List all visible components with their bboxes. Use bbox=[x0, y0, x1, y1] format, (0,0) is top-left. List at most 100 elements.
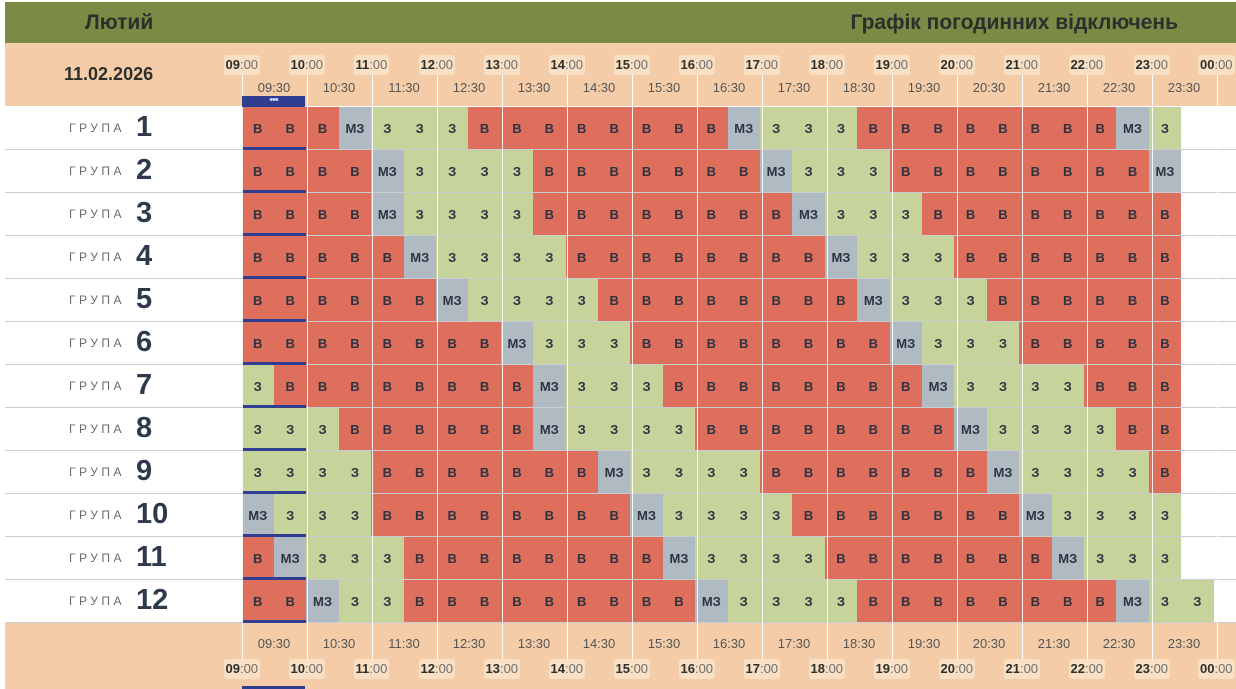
hour-label: 11:00 bbox=[353, 659, 390, 679]
schedule-cell: В bbox=[500, 451, 534, 493]
hour-gridline bbox=[826, 580, 828, 623]
hour-gridline bbox=[761, 279, 763, 322]
schedule-cell: МЗ bbox=[759, 150, 793, 192]
schedule-cell: В bbox=[533, 537, 566, 579]
hour-tick bbox=[1151, 623, 1153, 659]
schedule-cell: З bbox=[792, 537, 825, 579]
hour-gridline bbox=[956, 451, 958, 494]
group-word: ГРУПА bbox=[69, 551, 125, 565]
hour-gridline bbox=[501, 107, 503, 150]
schedule-cell: В bbox=[889, 107, 922, 149]
schedule-cell: В bbox=[1083, 580, 1117, 622]
schedule-cell: В bbox=[1083, 193, 1117, 235]
schedule-cell: З bbox=[986, 322, 1020, 364]
schedule-cell: В bbox=[597, 279, 631, 321]
hour-tick bbox=[631, 623, 633, 659]
hour-tick bbox=[1086, 623, 1088, 659]
hour-gridline bbox=[1086, 322, 1088, 365]
hour-gridline bbox=[241, 580, 243, 623]
schedule-cell: В bbox=[857, 537, 890, 579]
month-title: Лютий bbox=[85, 11, 154, 34]
hour-value: 16 bbox=[680, 661, 695, 676]
schedule-date: 11.02.2026 bbox=[64, 64, 154, 84]
hour-value: 15 bbox=[615, 57, 630, 72]
schedule-cell: В bbox=[727, 150, 760, 192]
schedule-cell: З bbox=[468, 193, 501, 235]
schedule-cell: В bbox=[857, 451, 890, 493]
schedule-cell: В bbox=[630, 150, 663, 192]
hour-label: 14:00 bbox=[548, 659, 586, 679]
hour-tick bbox=[241, 72, 243, 106]
schedule-cell: В bbox=[1148, 279, 1182, 321]
schedule-cell: В bbox=[435, 580, 469, 622]
schedule-cell: В bbox=[597, 580, 631, 622]
half-hour-label: 20:30 bbox=[972, 636, 1006, 651]
hour-gridline bbox=[306, 494, 308, 537]
schedule-cell: В bbox=[662, 279, 696, 321]
group-number: 5 bbox=[136, 283, 153, 315]
schedule-cell: З bbox=[468, 279, 501, 321]
schedule-cell: В bbox=[857, 107, 890, 149]
hour-gridline bbox=[891, 236, 893, 279]
hour-gridline bbox=[696, 193, 698, 236]
hour-gridline bbox=[696, 107, 698, 150]
hour-label: 14:00 bbox=[548, 55, 586, 75]
hour-tick bbox=[1216, 72, 1218, 106]
schedule-cell: В bbox=[695, 193, 728, 235]
hour-gridline bbox=[241, 365, 243, 408]
schedule-cell: В bbox=[857, 408, 890, 450]
hour-gridline bbox=[306, 408, 308, 451]
group-row: ГРУПА 4 В В В В В МЗ З З З З В В В В В В В В МЗ З З З В В В В В В В bbox=[5, 236, 1236, 279]
schedule-cell: З bbox=[1051, 451, 1084, 493]
hour-value: 13 bbox=[485, 661, 500, 676]
hour-gridline bbox=[436, 494, 438, 537]
schedule-cell: З bbox=[889, 236, 922, 278]
hour-gridline bbox=[1151, 107, 1153, 150]
current-time-underline bbox=[241, 577, 307, 580]
hour-tick bbox=[566, 623, 568, 659]
hour-gridline bbox=[696, 451, 698, 494]
hour-gridline bbox=[501, 193, 503, 236]
hour-gridline bbox=[1151, 451, 1153, 494]
schedule-cell: В bbox=[662, 580, 696, 622]
schedule-cell: З bbox=[792, 107, 825, 149]
schedule-cell: В bbox=[921, 193, 955, 235]
hour-gridline bbox=[956, 150, 958, 193]
schedule-cell: В bbox=[273, 322, 307, 364]
schedule-cell: МЗ bbox=[1019, 494, 1052, 536]
hour-gridline bbox=[891, 451, 893, 494]
schedule-cell: В bbox=[921, 494, 955, 536]
hour-minutes: :00 bbox=[1084, 661, 1104, 676]
hour-label: 09:00 bbox=[223, 55, 261, 75]
schedule-cell: В bbox=[565, 494, 598, 536]
schedule-cell: З bbox=[241, 408, 274, 450]
group-label: ГРУПА 8 bbox=[5, 408, 241, 450]
schedule-cell: З bbox=[338, 537, 372, 579]
schedule-cell: В bbox=[533, 580, 566, 622]
schedule-cell: МЗ bbox=[241, 494, 274, 536]
current-time-underline bbox=[241, 448, 307, 451]
schedule-cell: В bbox=[921, 537, 955, 579]
hour-tick bbox=[1021, 72, 1023, 106]
hour-minutes: :00 bbox=[694, 57, 714, 72]
hour-gridline bbox=[631, 451, 633, 494]
half-hour-label: 23:30 bbox=[1167, 636, 1201, 651]
hour-gridline bbox=[631, 150, 633, 193]
hour-minutes: :00 bbox=[824, 57, 844, 72]
schedule-cell: В bbox=[695, 322, 728, 364]
hour-tick bbox=[761, 623, 763, 659]
hour-gridline bbox=[371, 580, 373, 623]
hour-minutes: :00 bbox=[629, 661, 649, 676]
hour-gridline bbox=[501, 451, 503, 494]
hour-gridline bbox=[306, 580, 308, 623]
hour-gridline bbox=[1021, 279, 1023, 322]
schedule-cell: З bbox=[597, 408, 631, 450]
schedule-cell: В bbox=[1083, 279, 1117, 321]
schedule-cell: З bbox=[921, 236, 955, 278]
schedule-cell: МЗ bbox=[857, 279, 890, 321]
hour-gridline bbox=[1216, 408, 1218, 451]
hour-gridline bbox=[631, 322, 633, 365]
hour-gridline bbox=[956, 408, 958, 451]
schedule-cell: В bbox=[1051, 236, 1084, 278]
hour-gridline bbox=[761, 107, 763, 150]
